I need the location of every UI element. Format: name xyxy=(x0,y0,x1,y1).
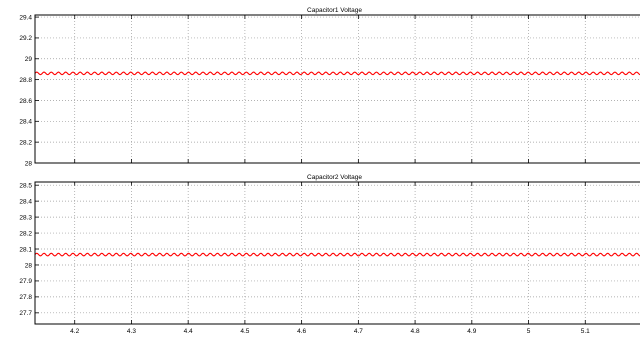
y-tick-label: 28.2 xyxy=(19,139,32,146)
y-tick-label: 27.7 xyxy=(19,310,32,317)
x-tick-label: 5 xyxy=(527,328,531,335)
axes-frame xyxy=(34,181,640,325)
y-tick-label: 28.3 xyxy=(19,214,32,221)
x-tick-label: 5.1 xyxy=(581,328,590,335)
y-tick-label: 28 xyxy=(25,160,33,167)
x-tick-label: 4.4 xyxy=(184,328,193,335)
y-tick-label: 28.1 xyxy=(19,246,32,253)
plot-area xyxy=(35,15,640,163)
x-tick-label: 4.2 xyxy=(70,328,79,335)
y-tick-label: 27.8 xyxy=(19,294,32,301)
x-tick-label: 4.8 xyxy=(411,328,420,335)
x-tick-label: 4.7 xyxy=(354,328,363,335)
y-tick-label: 28 xyxy=(25,262,33,269)
voltage-trace xyxy=(34,252,640,257)
capacitor2-voltage-plot: Capacitor2 Voltage 4.2 4.3 4.4 4.5 4.6 4.7 4.8… xyxy=(19,174,640,335)
capacitor1-voltage-plot: Capacitor1 Voltage 28 28.2 28.4 28.6 28.8 29 2… xyxy=(19,7,640,167)
y-tick-label: 29 xyxy=(25,56,33,63)
y-tick-label: 27.9 xyxy=(19,278,32,285)
y-tick-label: 28.4 xyxy=(19,119,32,126)
x-tick-label: 4.9 xyxy=(467,328,476,335)
y-tick-label: 28.6 xyxy=(19,98,32,105)
voltage-trace xyxy=(34,71,640,76)
y-tick-label: 28.2 xyxy=(19,230,32,237)
x-tick-label: 4.5 xyxy=(240,328,249,335)
axes-frame xyxy=(34,14,640,164)
y-tick-label: 28.8 xyxy=(19,77,32,84)
y-tick-label: 29.4 xyxy=(19,14,32,21)
y-tick-label: 28.4 xyxy=(19,198,32,205)
plot-title: Capacitor2 Voltage xyxy=(307,174,362,181)
x-tick-label: 4.3 xyxy=(127,328,136,335)
plot-area xyxy=(35,182,640,324)
plot-title: Capacitor1 Voltage xyxy=(307,7,362,14)
x-tick-label: 4.6 xyxy=(297,328,306,335)
y-tick-label: 28.5 xyxy=(19,182,32,189)
y-tick-label: 29.2 xyxy=(19,35,32,42)
